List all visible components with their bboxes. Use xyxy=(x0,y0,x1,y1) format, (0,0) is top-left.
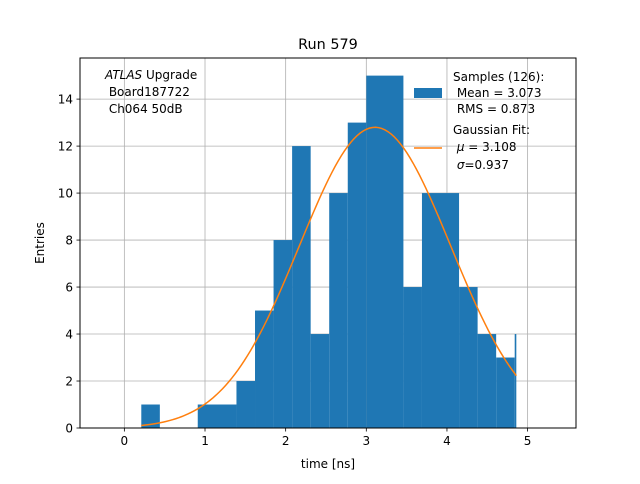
legend-fit-line-1: Gaussian Fit: xyxy=(453,123,530,137)
y-tick-label: 0 xyxy=(65,422,73,436)
chart-title: Run 579 xyxy=(298,37,358,53)
axes-frame xyxy=(79,57,577,429)
x-tick-label: 5 xyxy=(524,434,532,448)
x-tick-label: 2 xyxy=(282,434,290,448)
y-axis-ticks: 0 2 4 6 8 10 12 14 xyxy=(58,93,80,436)
x-tick-label: 1 xyxy=(201,434,209,448)
histogram-bar xyxy=(310,334,330,428)
histogram-bar xyxy=(459,287,478,428)
gaussian-fit-curve xyxy=(141,126,517,427)
legend-fit-mu-value: = 3.108 xyxy=(464,140,516,154)
legend-fit-mu-symbol: μ xyxy=(456,140,465,154)
legend-samples-swatch xyxy=(414,88,442,98)
legend-samples-line-1: Samples (126): xyxy=(453,70,544,84)
annotation: ATLAS Upgrade Board187722 Ch064 50dB xyxy=(104,68,197,116)
annotation-line-3: Ch064 50dB xyxy=(105,102,183,116)
histogram-bar xyxy=(255,310,274,428)
annotation-atlas: ATLAS xyxy=(104,68,143,82)
histogram-bar xyxy=(477,334,497,428)
annotation-line-1: ATLAS Upgrade xyxy=(104,68,197,82)
y-tick-label: 4 xyxy=(65,328,73,342)
legend-samples-line-2: Mean = 3.073 xyxy=(453,86,542,100)
histogram-bar xyxy=(236,381,256,428)
y-tick-label: 8 xyxy=(65,234,73,248)
annotation-upgrade: Upgrade xyxy=(142,68,197,82)
histogram-bar xyxy=(292,146,311,428)
histogram-bar xyxy=(421,193,460,428)
histogram-bar xyxy=(273,240,293,428)
legend-fit-sigma-symbol: σ xyxy=(457,158,465,172)
histogram-bar xyxy=(329,193,348,428)
y-tick-label: 14 xyxy=(58,93,73,107)
legend: Samples (126): Mean = 3.073 RMS = 0.873 … xyxy=(414,70,544,172)
y-tick-label: 6 xyxy=(65,281,73,295)
histogram-bar xyxy=(197,404,237,428)
x-axis-ticks: 0 1 2 3 4 5 xyxy=(121,428,532,448)
x-tick-label: 0 xyxy=(121,434,129,448)
annotation-line-2: Board187722 xyxy=(105,85,190,99)
histogram-bar xyxy=(496,357,515,428)
histogram-bar xyxy=(141,404,160,428)
legend-samples-line-3: RMS = 0.873 xyxy=(453,102,535,116)
legend-fit-sigma-value: =0.937 xyxy=(464,158,508,172)
histogram-bar xyxy=(514,334,517,428)
histogram-bar xyxy=(366,75,404,428)
x-tick-label: 4 xyxy=(443,434,451,448)
histogram-bar xyxy=(403,287,422,428)
histogram-bar xyxy=(347,122,367,428)
y-tick-label: 2 xyxy=(65,375,73,389)
gaussian-fit xyxy=(141,126,517,427)
histogram-bars xyxy=(141,75,517,428)
legend-fit-line-3: σ=0.937 xyxy=(453,158,509,172)
legend-fit-line-2: μ = 3.108 xyxy=(453,140,517,154)
y-axis-label: Entries xyxy=(33,222,47,264)
y-tick-label: 12 xyxy=(58,140,73,154)
y-tick-label: 10 xyxy=(58,187,73,201)
x-axis-label: time [ns] xyxy=(301,457,355,471)
x-tick-label: 3 xyxy=(362,434,370,448)
